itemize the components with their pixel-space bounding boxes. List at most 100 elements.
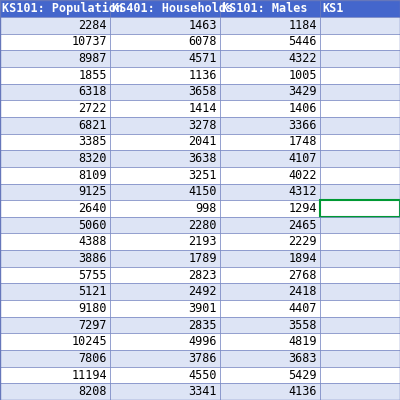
Text: 1748: 1748 xyxy=(288,135,317,148)
Bar xyxy=(0,17,110,34)
Text: 5429: 5429 xyxy=(288,368,317,382)
Bar xyxy=(0,100,110,117)
Bar xyxy=(320,34,400,50)
Bar xyxy=(320,333,400,350)
Text: 2418: 2418 xyxy=(288,285,317,298)
Text: 6318: 6318 xyxy=(78,86,107,98)
Text: 1414: 1414 xyxy=(188,102,217,115)
Bar xyxy=(0,250,110,267)
Bar xyxy=(320,284,400,300)
Bar xyxy=(220,284,320,300)
Bar xyxy=(320,200,400,217)
Text: 4819: 4819 xyxy=(288,335,317,348)
Text: KS101: Males: KS101: Males xyxy=(222,2,308,15)
Bar xyxy=(220,167,320,184)
Bar xyxy=(220,217,320,234)
Text: 4136: 4136 xyxy=(288,385,317,398)
Bar xyxy=(320,317,400,333)
Bar xyxy=(320,383,400,400)
Text: 1136: 1136 xyxy=(188,69,217,82)
Bar xyxy=(0,150,110,167)
Text: 3558: 3558 xyxy=(288,318,317,332)
Text: 1294: 1294 xyxy=(288,202,317,215)
Text: 4022: 4022 xyxy=(288,169,317,182)
Text: 5446: 5446 xyxy=(288,36,317,48)
Bar xyxy=(220,367,320,383)
Bar xyxy=(320,200,400,217)
Text: 3638: 3638 xyxy=(188,152,217,165)
Text: 10737: 10737 xyxy=(71,36,107,48)
Bar xyxy=(0,300,110,317)
Bar xyxy=(0,284,110,300)
Text: 3251: 3251 xyxy=(188,169,217,182)
Bar xyxy=(320,100,400,117)
Text: 9180: 9180 xyxy=(78,302,107,315)
Text: 4312: 4312 xyxy=(288,185,317,198)
Text: 5060: 5060 xyxy=(78,219,107,232)
Text: 6078: 6078 xyxy=(188,36,217,48)
Bar xyxy=(0,184,110,200)
Bar xyxy=(220,333,320,350)
Bar xyxy=(0,134,110,150)
Text: 11194: 11194 xyxy=(71,368,107,382)
Text: 3385: 3385 xyxy=(78,135,107,148)
Bar xyxy=(220,184,320,200)
Text: 3786: 3786 xyxy=(188,352,217,365)
Bar xyxy=(110,284,220,300)
Text: 2280: 2280 xyxy=(188,219,217,232)
Text: 4996: 4996 xyxy=(188,335,217,348)
Bar xyxy=(0,84,110,100)
Bar xyxy=(320,267,400,284)
Text: 8208: 8208 xyxy=(78,385,107,398)
Text: 4107: 4107 xyxy=(288,152,317,165)
Bar xyxy=(220,317,320,333)
Text: 3366: 3366 xyxy=(288,119,317,132)
Bar xyxy=(0,333,110,350)
Bar xyxy=(110,117,220,134)
Text: 1406: 1406 xyxy=(288,102,317,115)
Text: 1463: 1463 xyxy=(188,19,217,32)
Bar xyxy=(110,0,220,17)
Bar xyxy=(220,383,320,400)
Bar xyxy=(320,150,400,167)
Bar xyxy=(320,17,400,34)
Text: 6821: 6821 xyxy=(78,119,107,132)
Bar xyxy=(0,34,110,50)
Bar xyxy=(220,0,320,17)
Bar xyxy=(320,350,400,367)
Bar xyxy=(110,50,220,67)
Text: 2284: 2284 xyxy=(78,19,107,32)
Text: 3278: 3278 xyxy=(188,119,217,132)
Text: 5755: 5755 xyxy=(78,269,107,282)
Bar xyxy=(110,17,220,34)
Text: 4571: 4571 xyxy=(188,52,217,65)
Bar xyxy=(110,84,220,100)
Bar xyxy=(220,34,320,50)
Bar xyxy=(0,200,110,217)
Bar xyxy=(0,383,110,400)
Bar xyxy=(0,67,110,84)
Bar xyxy=(320,367,400,383)
Text: 4322: 4322 xyxy=(288,52,317,65)
Bar xyxy=(110,200,220,217)
Text: 3886: 3886 xyxy=(78,252,107,265)
Text: 4550: 4550 xyxy=(188,368,217,382)
Text: 2492: 2492 xyxy=(188,285,217,298)
Bar xyxy=(0,217,110,234)
Text: 3901: 3901 xyxy=(188,302,217,315)
Bar xyxy=(110,300,220,317)
Text: 2193: 2193 xyxy=(188,235,217,248)
Bar xyxy=(110,100,220,117)
Bar xyxy=(320,167,400,184)
Bar xyxy=(220,134,320,150)
Text: 10245: 10245 xyxy=(71,335,107,348)
Bar xyxy=(220,350,320,367)
Bar xyxy=(110,184,220,200)
Bar xyxy=(110,234,220,250)
Bar xyxy=(110,34,220,50)
Bar xyxy=(110,250,220,267)
Bar xyxy=(320,134,400,150)
Bar xyxy=(110,150,220,167)
Bar xyxy=(220,100,320,117)
Bar xyxy=(0,350,110,367)
